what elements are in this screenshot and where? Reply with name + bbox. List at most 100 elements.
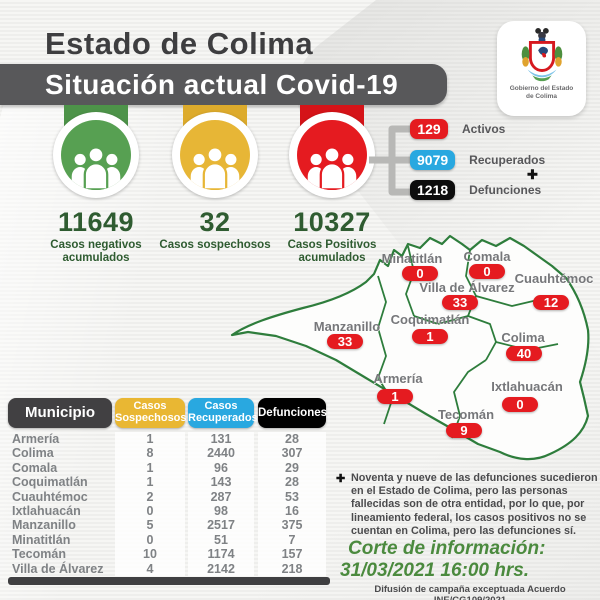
map-count-pill: 40	[506, 346, 542, 361]
cell-municipio: Cuauhtémoc	[12, 489, 88, 504]
page-title: Estado de Colima	[45, 26, 314, 61]
footnote: ✚ Noventa y nueve de las defunciones suc…	[336, 472, 600, 538]
plus-icon: ✚	[527, 167, 538, 182]
badge-sospechosos: 32 Casos sospechosos	[140, 105, 290, 252]
cutoff-line1: Corte de información:	[348, 538, 546, 559]
map-label: Ixtlahuacán	[491, 379, 563, 394]
table-row: Colima 8 2440 307	[8, 446, 330, 460]
cell-defunciones: 16	[285, 504, 299, 518]
cell-recuperados: 1174	[207, 547, 235, 562]
cell-recuperados: 51	[214, 532, 228, 547]
cell-municipio: Ixtlahuacán	[12, 504, 81, 518]
cell-sospechosos: 4	[146, 561, 154, 576]
cell-defunciones: 7	[288, 532, 296, 547]
badge-circle	[53, 112, 139, 198]
cell-defunciones: 307	[281, 446, 303, 461]
badge-value: 10327	[293, 207, 371, 237]
stat-defunciones: 1218 Defunciones	[410, 180, 541, 200]
cell-sospechosos: 0	[146, 504, 154, 518]
table-bottom-bar	[8, 577, 330, 585]
cell-sospechosos: 1	[146, 475, 154, 490]
map-label: Colima	[501, 330, 545, 345]
cell-sospechosos: 2	[146, 489, 154, 504]
badge-negativos: 11649 Casos negativos acumulados	[21, 105, 171, 265]
map-label: Coquimatlán	[390, 312, 470, 327]
plus-icon: ✚	[336, 473, 346, 485]
cell-municipio: Coquimatlán	[12, 475, 88, 490]
map-count-pill: 33	[327, 334, 363, 349]
cell-sospechosos: 1	[146, 432, 154, 446]
map-label: Tecomán	[437, 407, 495, 422]
cell-defunciones: 157	[281, 547, 303, 562]
stat-label: Defunciones	[469, 183, 542, 197]
cell-municipio: Armería	[12, 432, 60, 446]
government-logo: Gobierno del Estado de Colima	[497, 21, 586, 116]
cell-municipio: Colima	[12, 446, 54, 461]
table-row: Manzanillo 5 2517 375	[8, 518, 330, 532]
map-count-pill: 0	[502, 397, 538, 412]
coat-of-arms-icon	[521, 27, 562, 82]
cell-defunciones: 29	[285, 460, 299, 475]
map-label: Comala	[463, 249, 511, 264]
map-count-pill: 33	[442, 295, 478, 310]
badge-label: Casos negativos acumulados	[50, 239, 142, 264]
map-count-pill: 0	[402, 266, 438, 281]
map-count-pill: 12	[533, 295, 569, 310]
stat-label: Recuperados	[469, 152, 546, 167]
table-header: Municipio	[8, 398, 112, 428]
cell-defunciones: 375	[281, 518, 303, 533]
stat-value: 129	[410, 119, 448, 139]
cell-sospechosos: 1	[146, 460, 154, 475]
badge-label: Casos sospechosos	[159, 239, 271, 251]
cell-defunciones: 28	[285, 432, 299, 446]
cutoff-line2: 31/03/2021 16:00 hrs.	[340, 559, 530, 581]
map-label: Manzanillo	[313, 319, 381, 334]
map-label: Cuauhtémoc	[514, 271, 594, 286]
cell-defunciones: 218	[281, 561, 303, 576]
footnote-text: Noventa y nueve de las defunciones suced…	[351, 472, 598, 537]
badge-positivos: 10327 Casos Positivos acumulados	[257, 105, 407, 265]
stat-value: 9079	[410, 149, 456, 170]
table-header: Defunciones	[258, 398, 327, 428]
stat-recuperados: 9079 Recuperados	[410, 149, 546, 170]
table-header: Casos Recuperados	[188, 398, 258, 428]
cell-municipio: Villa de Álvarez	[12, 561, 104, 576]
cell-recuperados: 96	[214, 460, 228, 475]
stat-label: Activos	[462, 122, 506, 136]
table-row: Cuauhtémoc 2 287 53	[8, 490, 330, 504]
table-header: Casos Sospechosos	[115, 398, 187, 428]
map-count-pill: 1	[377, 389, 413, 404]
column-band	[115, 432, 185, 576]
stat-value: 1218	[410, 180, 456, 200]
logo-caption-line1: Gobierno del Estado	[509, 85, 574, 92]
table-row: Villa de Álvarez 4 2142 218	[8, 562, 330, 576]
cell-municipio: Tecomán	[12, 547, 66, 562]
cell-defunciones: 53	[285, 489, 299, 504]
cell-recuperados: 2142	[207, 561, 235, 576]
cell-municipio: Minatitlán	[12, 532, 71, 547]
badge-value: 11649	[57, 207, 135, 237]
badge-label: Casos Positivos acumulados	[287, 239, 377, 264]
map-count-pill: 9	[446, 423, 482, 438]
table-row: Comala 1 96 29	[8, 461, 330, 475]
bracket-connector	[369, 125, 415, 196]
logo-caption-line2: de Colima	[525, 93, 558, 101]
people-icon	[71, 146, 121, 190]
badge-circle	[289, 112, 375, 198]
cell-recuperados: 287	[210, 489, 232, 504]
cell-recuperados: 2517	[207, 518, 235, 533]
cell-recuperados: 131	[210, 432, 232, 446]
table-row: Coquimatlán 1 143 28	[8, 475, 330, 489]
campaign-disclaimer: Difusión de campaña exceptuada Acuerdo I…	[374, 584, 566, 600]
cell-defunciones: 28	[285, 475, 299, 490]
cell-recuperados: 98	[214, 504, 228, 518]
table-row: Ixtlahuacán 0 98 16	[8, 504, 330, 518]
map-label: Villa de Álvarez	[419, 280, 515, 295]
cell-sospechosos: 8	[146, 446, 154, 461]
table-row: Tecomán 10 1174 157	[8, 547, 330, 561]
cell-municipio: Manzanillo	[12, 518, 76, 533]
badge-circle	[172, 112, 258, 198]
map-count-pill: 1	[412, 329, 448, 344]
map-count-pill: 0	[469, 264, 505, 279]
